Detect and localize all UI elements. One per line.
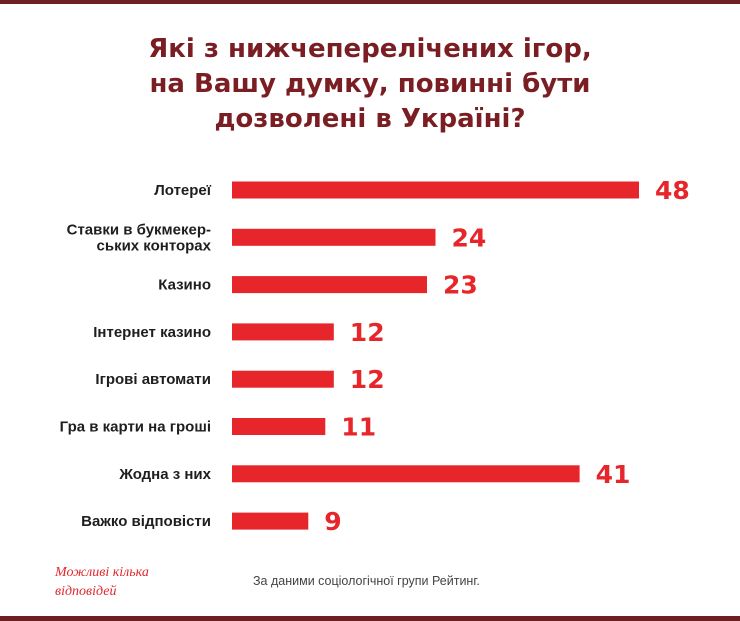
value-label-7: 9 [324,507,341,536]
top-border [0,0,740,4]
note-line-1: Можливі кілька [55,565,149,580]
category-label-0: Лотереї [154,182,212,199]
value-label-6: 41 [596,460,631,489]
bottom-border [0,616,740,621]
category-label-5: Гра в карти на гроші [60,419,211,436]
category-label-7: Важко відповісти [81,513,211,530]
category-label-2: Казино [158,277,211,294]
value-label-4: 12 [350,365,385,394]
bar-6 [232,465,580,483]
value-label-1: 24 [452,223,487,252]
source-note: За даними соціологічної групи Рейтинг. [253,574,480,588]
bar-4 [232,370,334,388]
bars-layer: 48 Лотереї 24 Ставки в букмекер-ських конто… [60,176,690,536]
value-label-2: 23 [443,271,478,300]
title-line-1: Які з нижчеперелічених ігор, [148,34,592,64]
category-label-6: Жодна з них [118,466,211,483]
bar-5 [232,418,326,435]
value-label-5: 11 [341,413,376,442]
category-label-3: Інтернет казино [93,324,211,341]
multiple-answers-note: Можливі кілька відповідей [55,563,149,601]
title-line-2: на Вашу думку, повинні бути [149,69,591,99]
value-label-0: 48 [655,176,690,205]
bar-1 [232,228,436,246]
bar-0 [232,181,639,199]
category-label-1-line-0: Ставки в букмекер- [67,221,211,238]
value-label-3: 12 [350,318,385,347]
category-label-4: Ігрові автомати [95,371,211,388]
bar-2 [232,276,427,294]
note-line-2: відповідей [55,584,117,599]
title-line-3: дозволені в Україні? [214,104,526,134]
bar-3 [232,323,334,341]
chart-title: Які з нижчеперелічених ігор, на Вашу дум… [0,32,740,137]
category-label-1-line-1: ських конторах [97,237,212,254]
bar-7 [232,512,309,530]
